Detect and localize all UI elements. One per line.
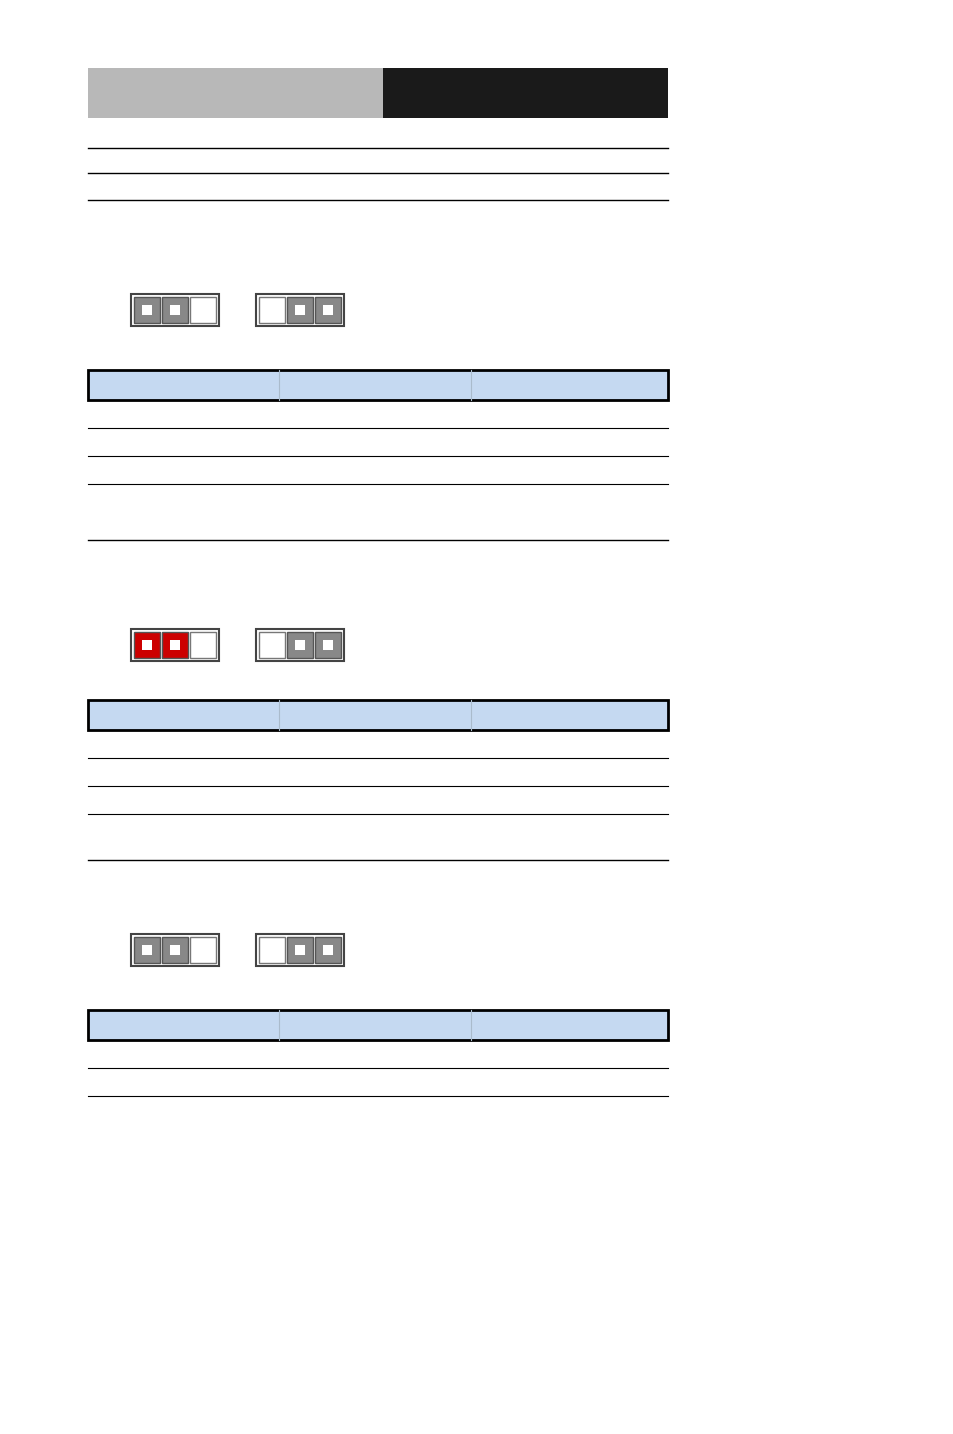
Bar <box>131 630 219 661</box>
Bar <box>142 640 152 650</box>
Bar <box>133 936 160 964</box>
Bar <box>190 632 215 658</box>
Bar <box>287 297 313 323</box>
Bar <box>294 945 305 955</box>
Bar <box>133 297 160 323</box>
Bar <box>170 640 180 650</box>
Bar <box>131 294 219 326</box>
Bar <box>294 305 305 315</box>
Bar <box>382 67 667 118</box>
Bar <box>255 294 344 326</box>
Bar <box>267 640 276 650</box>
Bar <box>198 640 208 650</box>
Bar <box>198 945 208 955</box>
Bar <box>323 945 333 955</box>
Bar <box>267 945 276 955</box>
Bar <box>287 632 313 658</box>
Bar <box>88 67 382 118</box>
Bar <box>88 370 667 400</box>
Bar <box>323 640 333 650</box>
Bar <box>287 936 313 964</box>
Bar <box>314 297 340 323</box>
Bar <box>170 305 180 315</box>
Bar <box>314 632 340 658</box>
Bar <box>267 305 276 315</box>
Bar <box>258 632 285 658</box>
Bar <box>323 305 333 315</box>
Bar <box>162 297 188 323</box>
Bar <box>314 936 340 964</box>
Bar <box>190 936 215 964</box>
Bar <box>133 632 160 658</box>
Bar <box>294 640 305 650</box>
Bar <box>162 632 188 658</box>
Bar <box>88 700 667 730</box>
Bar <box>255 630 344 661</box>
Bar <box>255 934 344 967</box>
Bar <box>190 297 215 323</box>
Bar <box>142 305 152 315</box>
Bar <box>170 945 180 955</box>
Bar <box>198 305 208 315</box>
Bar <box>162 936 188 964</box>
Bar <box>142 945 152 955</box>
Bar <box>88 1010 667 1040</box>
Bar <box>258 936 285 964</box>
Bar <box>131 934 219 967</box>
Bar <box>258 297 285 323</box>
